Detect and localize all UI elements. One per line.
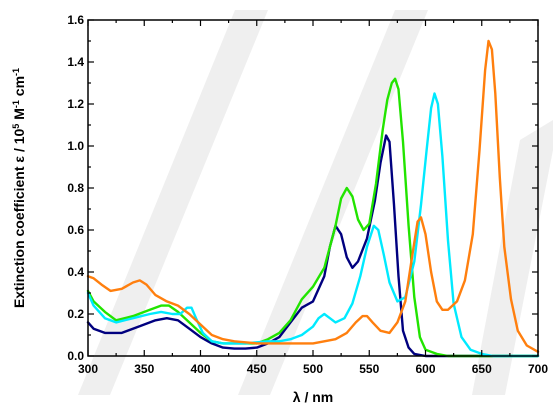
- x-tick-label: 400: [190, 362, 210, 376]
- y-tick-label: 1.6: [67, 13, 84, 27]
- series-line-4: [86, 39, 540, 353]
- x-tick-label: 450: [247, 362, 267, 376]
- plot-frame: [87, 19, 539, 357]
- y-tick-label: 0.8: [67, 181, 84, 195]
- x-tick-label: 300: [78, 362, 98, 376]
- x-tick-label: 350: [134, 362, 154, 376]
- y-axis-label-mid: M: [11, 108, 27, 124]
- y-axis-label-exp3: -1: [11, 68, 21, 76]
- series-line-1: [86, 134, 540, 358]
- x-tick-label: 550: [359, 362, 379, 376]
- y-tick-label: 0.2: [67, 307, 84, 321]
- x-tick-label: 700: [528, 362, 548, 376]
- x-tick-label: 600: [415, 362, 435, 376]
- watermark-shape-1: [78, 10, 268, 395]
- y-tick-label: 1.0: [67, 139, 84, 153]
- tick-layer: [87, 19, 539, 357]
- y-tick-label: 1.4: [67, 55, 84, 69]
- y-tick-label: 1.2: [67, 97, 84, 111]
- y-axis-label-prefix: Extinction coefficient ε / 10: [11, 128, 27, 308]
- x-axis-label: λ / nm: [293, 389, 333, 405]
- y-axis-label-exp1: 5: [11, 124, 21, 129]
- tick-label-layer: 300 350 400 450 500 550 600 650 700 0.0 0.2 0.4 0.6 0…: [67, 13, 548, 376]
- x-tick-label: 650: [472, 362, 492, 376]
- y-axis-label-exp2: -1: [11, 100, 21, 108]
- series-layer: [86, 39, 540, 358]
- series-line-2: [86, 77, 540, 358]
- y-tick-label: 0.0: [67, 349, 84, 363]
- watermark-shapes: [78, 10, 553, 395]
- watermark-shape-2: [238, 10, 428, 395]
- watermark-shape-3: [472, 120, 553, 395]
- y-axis-label: Extinction coefficient ε / 105 M-1 cm-1: [11, 68, 27, 308]
- y-tick-label: 0.6: [67, 223, 84, 237]
- y-tick-label: 0.4: [67, 265, 84, 279]
- x-tick-label: 500: [303, 362, 323, 376]
- series-line-3: [86, 92, 540, 358]
- y-axis-label-mid2: cm: [11, 76, 27, 100]
